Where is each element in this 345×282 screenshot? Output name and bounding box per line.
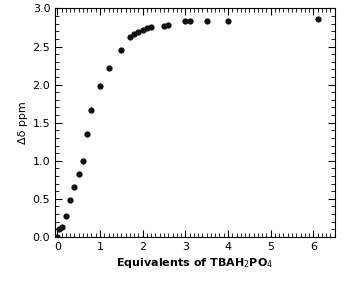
X-axis label: Equivalents of TBAH$_2$PO$_4$: Equivalents of TBAH$_2$PO$_4$ — [116, 256, 274, 270]
Point — [140, 28, 146, 32]
Point — [161, 24, 167, 28]
Y-axis label: Δδ ppm: Δδ ppm — [18, 101, 28, 144]
Point — [225, 18, 231, 23]
Point — [57, 227, 62, 232]
Point — [144, 26, 150, 30]
Point — [59, 225, 65, 229]
Point — [55, 235, 60, 239]
Point — [106, 66, 111, 70]
Point — [89, 108, 94, 113]
Point — [97, 84, 103, 88]
Point — [127, 35, 132, 40]
Point — [166, 23, 171, 27]
Point — [187, 18, 193, 23]
Point — [80, 158, 86, 163]
Point — [136, 30, 141, 34]
Point — [72, 185, 77, 190]
Point — [131, 31, 137, 36]
Point — [183, 19, 188, 24]
Point — [85, 132, 90, 136]
Point — [67, 198, 73, 202]
Point — [315, 17, 321, 21]
Point — [119, 47, 124, 52]
Point — [148, 25, 154, 30]
Point — [63, 214, 69, 219]
Point — [76, 172, 81, 177]
Point — [204, 18, 209, 23]
